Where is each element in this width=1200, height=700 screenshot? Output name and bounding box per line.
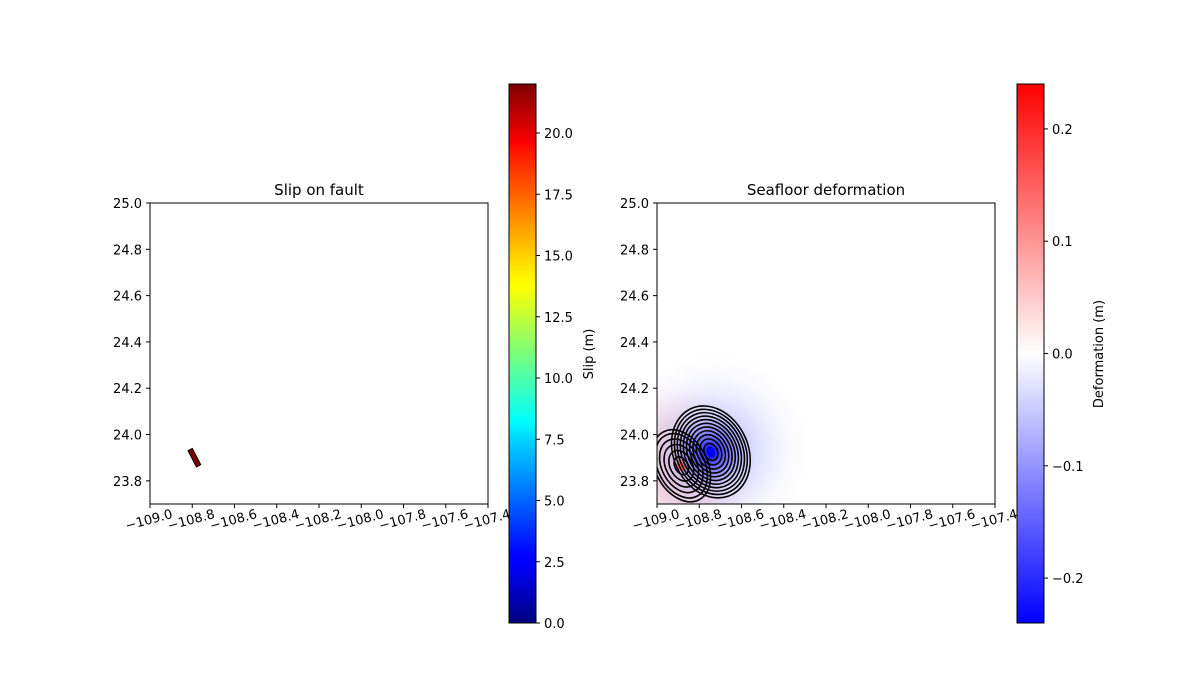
deformation-colorbar: −0.2 −0.1 0.0 0.1 0.2 Deformation (m) [1016,83,1107,624]
subsidence-contour [685,422,737,482]
subsidence-contour [679,415,743,489]
y-tick-label: 24.6 [620,290,649,305]
y-tick-label: 24.0 [113,429,142,444]
subsidence-contour [699,438,723,466]
uplift-contour [657,432,709,499]
deformation-x-axis: −109.0−108.8−108.6−108.4−108.2−108.0−107… [631,504,1019,534]
subsidence-contour [682,418,740,485]
deformation-title: Seafloor deformation [747,181,905,199]
colorbar-tick-label: 20.0 [544,127,573,142]
slip-colorbar-gradient [508,83,537,624]
colorbar-tick-label: −0.2 [1052,572,1084,587]
slip-plot-area [187,447,202,468]
colorbar-tick-label: 12.5 [544,311,573,326]
y-tick-label: 24.6 [113,290,142,305]
y-tick-label: 25.0 [113,197,142,212]
deformation-field [657,350,815,504]
subsidence-contour [695,433,727,470]
x-tick-label: −107.4 [462,507,512,534]
subsidence-contour [676,411,746,492]
deformation-colorbar-ticks: −0.2 −0.1 0.0 0.1 0.2 [1044,123,1084,587]
colorbar-tick-label: 0.2 [1052,123,1073,138]
deformation-colorbar-gradient [1016,83,1045,624]
y-tick-label: 24.4 [620,336,649,351]
y-tick-label: 24.8 [620,243,649,258]
slip-colorbar-ticks: 0.0 2.5 5.0 7.5 10.0 12.5 15.0 17.5 20.0 [536,127,573,632]
y-tick-label: 24.2 [113,382,142,397]
deformation-colorbar-label: Deformation (m) [1092,300,1107,408]
slip-colorbar: 0.0 2.5 5.0 7.5 10.0 12.5 15.0 17.5 20.0 Slip (m… [508,83,597,632]
slip-axes-frame [149,202,489,505]
colorbar-tick-label: −0.1 [1052,460,1084,475]
subsidence-contour [703,442,719,462]
fault-patch [187,447,202,468]
y-tick-label: 24.2 [620,382,649,397]
y-tick-label: 23.8 [113,475,142,490]
colorbar-tick-label: 17.5 [544,188,573,203]
deformation-plot-area [657,350,815,504]
x-tick-label: −107.4 [969,507,1019,534]
subsidence-contour [670,405,752,499]
deformation-y-axis: 23.8 24.0 24.2 24.4 24.6 24.8 25.0 [620,197,657,490]
colorbar-tick-label: 5.0 [544,495,565,510]
slip-panel: Slip on fault −109.0−108.8−108.6−108.4−1… [113,83,597,632]
subsidence-contour [673,408,749,496]
y-tick-label: 24.8 [113,243,142,258]
subsidence-contour [688,426,733,478]
colorbar-tick-label: 0.0 [544,617,565,632]
colorbar-tick-label: 0.0 [1052,348,1073,363]
colorbar-tick-label: 2.5 [544,556,565,571]
slip-y-axis: 23.8 24.0 24.2 24.4 24.6 24.8 25.0 [113,197,150,490]
y-tick-label: 23.8 [620,475,649,490]
colorbar-tick-label: 15.0 [544,250,573,265]
y-tick-label: 24.4 [113,336,142,351]
subsidence-peak [706,446,716,458]
colorbar-tick-label: 0.1 [1052,235,1073,250]
deformation-contours [657,405,752,503]
deformation-panel: Seafloor deformation −109.0−108.8−108.6−… [620,83,1107,624]
subsidence-contour [692,430,730,474]
slip-x-axis: −109.0−108.8−108.6−108.4−108.2−108.0−107… [124,504,512,534]
colorbar-tick-label: 7.5 [544,433,565,448]
y-tick-label: 24.0 [620,429,649,444]
y-tick-label: 25.0 [620,197,649,212]
slip-colorbar-label: Slip (m) [582,329,597,380]
colorbar-tick-label: 10.0 [544,372,573,387]
slip-title: Slip on fault [274,181,364,199]
